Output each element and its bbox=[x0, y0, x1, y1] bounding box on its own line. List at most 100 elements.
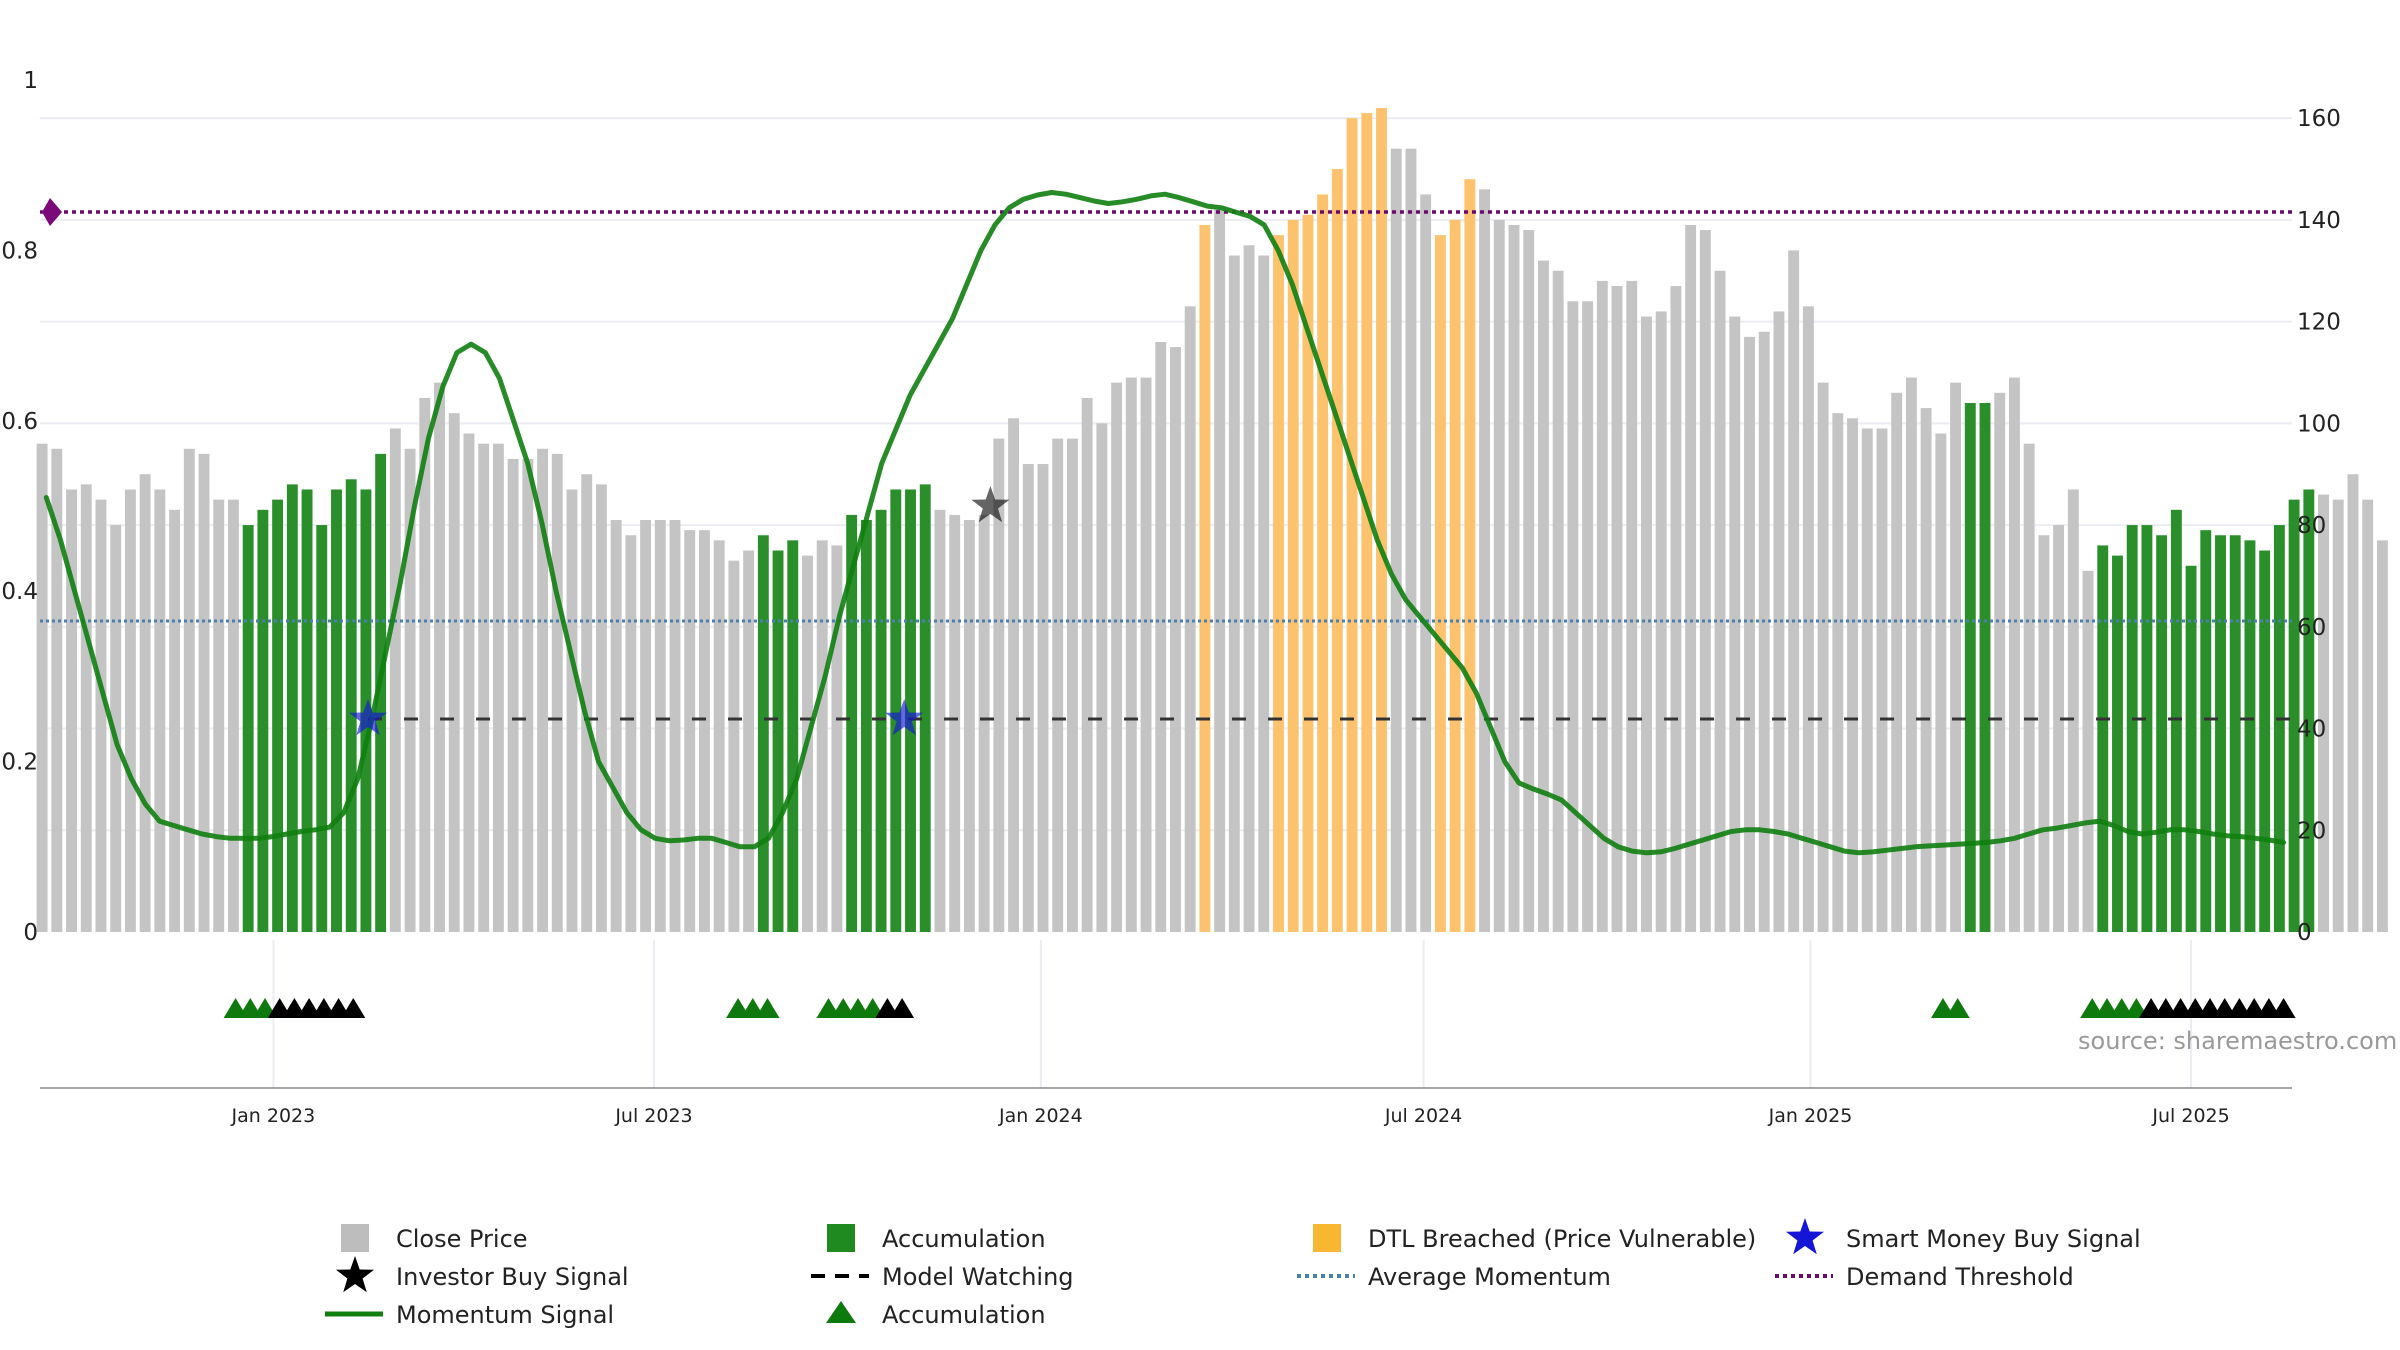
dtl-breached-bar bbox=[1273, 235, 1284, 932]
legend-swatch-accum_bar bbox=[827, 1224, 855, 1252]
close-price-bar bbox=[1611, 286, 1623, 932]
accumulation-bar bbox=[772, 550, 784, 932]
axes-layer: 0 20 40 60 80 100 120 140 160 Jan 2023 Jul 2023 Jan… bbox=[1, 68, 2340, 1127]
close-price-bar bbox=[2318, 494, 2329, 932]
close-price-bar bbox=[537, 448, 548, 932]
accumulation-bar bbox=[375, 453, 387, 932]
close-price-bar bbox=[478, 443, 490, 932]
legend-item-accum_marker: Accumulation bbox=[826, 1301, 1046, 1329]
left-axis-tick-label: 0.2 bbox=[1, 750, 38, 776]
right-axis-tick-label: 80 bbox=[2297, 513, 2326, 539]
accumulation-marker bbox=[1945, 998, 1970, 1018]
accumulation-bar bbox=[860, 519, 872, 932]
accumulation-bar bbox=[301, 489, 313, 932]
close-price-bar bbox=[1729, 316, 1741, 932]
accumulation-bar bbox=[242, 525, 254, 932]
close-price-bar bbox=[110, 525, 122, 932]
close-price-bar bbox=[993, 438, 1005, 932]
x-axis-tick-label: Jul 2023 bbox=[614, 1105, 692, 1127]
legend-label-average: Average Momentum bbox=[1368, 1263, 1611, 1291]
close-price-bar bbox=[1479, 189, 1490, 933]
close-price-bar bbox=[198, 453, 210, 932]
close-price-bar bbox=[640, 519, 652, 932]
close-price-bar bbox=[1817, 382, 1829, 932]
close-price-bar bbox=[1552, 270, 1564, 932]
accumulation-bar bbox=[331, 489, 342, 932]
close-price-bar bbox=[1876, 428, 1888, 932]
left-axis-tick-label: 1 bbox=[23, 68, 38, 94]
close-price-bar bbox=[66, 489, 77, 932]
close-price-bar bbox=[419, 397, 431, 932]
left-axis-tick-label: 0.8 bbox=[1, 238, 38, 264]
legend-item-watching: Model Watching bbox=[811, 1263, 1074, 1291]
close-price-bar bbox=[1420, 194, 1432, 932]
close-price-bar bbox=[1773, 311, 1785, 932]
close-price-bar bbox=[2067, 489, 2079, 932]
close-price-bar bbox=[228, 499, 239, 932]
legend: Close Price Accumulation DTL Breached (Pri… bbox=[325, 1218, 2141, 1329]
close-price-bar bbox=[183, 448, 195, 932]
accumulation-bar bbox=[2185, 565, 2197, 932]
accumulation-bar bbox=[2156, 535, 2168, 932]
legend-item-dtl: DTL Breached (Price Vulnerable) bbox=[1313, 1224, 1756, 1253]
smart-money-buy-signal-star bbox=[349, 699, 387, 736]
close-price-bar bbox=[1582, 301, 1594, 932]
close-price-bar bbox=[404, 448, 416, 932]
close-price-bar bbox=[463, 433, 475, 932]
dtl-breached-bar bbox=[1464, 179, 1476, 932]
accumulation-bar bbox=[286, 484, 298, 932]
legend-triangle-accum_marker bbox=[826, 1301, 856, 1323]
accumulation-bar bbox=[2244, 540, 2256, 932]
accumulation-bar bbox=[272, 499, 284, 932]
close-price-bar bbox=[1832, 413, 1844, 932]
close-price-bar bbox=[80, 484, 92, 932]
legend-label-close: Close Price bbox=[396, 1225, 528, 1253]
accumulation-bar bbox=[2141, 525, 2153, 932]
close-price-bar bbox=[978, 514, 990, 932]
dtl-breached-bar bbox=[1449, 219, 1461, 932]
accumulation-bar bbox=[345, 479, 357, 932]
right-axis-tick-label: 60 bbox=[2297, 615, 2326, 641]
left-axis-tick-label: 0.4 bbox=[1, 579, 38, 605]
accumulation-marker-dark bbox=[341, 998, 366, 1018]
accumulation-bar bbox=[905, 489, 916, 932]
right-axis-tick-label: 20 bbox=[2297, 818, 2326, 844]
legend-item-close: Close Price bbox=[341, 1224, 528, 1253]
close-price-bar bbox=[1641, 316, 1652, 932]
close-price-bar bbox=[1390, 148, 1402, 933]
legend-item-threshold: Demand Threshold bbox=[1775, 1263, 2074, 1291]
close-price-bar bbox=[1081, 397, 1093, 932]
signals-layer bbox=[349, 486, 1010, 736]
close-price-bar bbox=[1847, 418, 1858, 932]
close-price-bar bbox=[522, 458, 534, 932]
close-price-bar bbox=[1685, 224, 1697, 933]
close-price-bar bbox=[1699, 230, 1711, 933]
accumulation-bar bbox=[890, 489, 902, 932]
close-price-bar bbox=[1228, 255, 1240, 933]
close-price-bar bbox=[51, 448, 63, 932]
close-price-bar bbox=[1022, 464, 1034, 932]
accumulation-bar bbox=[2273, 525, 2285, 932]
close-price-bar bbox=[949, 514, 961, 932]
close-price-bar bbox=[1508, 224, 1520, 933]
close-price-bar bbox=[1523, 230, 1535, 933]
x-axis-tick-label: Jan 2024 bbox=[998, 1105, 1083, 1127]
close-price-bar bbox=[581, 474, 593, 932]
close-price-bar bbox=[1052, 438, 1064, 932]
close-price-bar bbox=[1920, 408, 1932, 933]
legend-star-investor bbox=[336, 1256, 374, 1293]
accumulation-bar bbox=[2259, 550, 2271, 932]
close-price-bar bbox=[595, 484, 607, 932]
close-price-bar bbox=[743, 550, 755, 932]
right-axis-tick-label: 160 bbox=[2297, 106, 2341, 132]
close-price-bar bbox=[2376, 540, 2388, 932]
close-price-bar bbox=[551, 453, 563, 932]
accumulation-bar bbox=[1979, 403, 1991, 932]
close-price-bar bbox=[154, 489, 166, 932]
legend-item-average: Average Momentum bbox=[1297, 1263, 1611, 1291]
momentum-signal-line bbox=[43, 190, 2287, 856]
close-price-bar bbox=[2053, 525, 2065, 932]
accumulation-bar bbox=[257, 509, 269, 932]
close-price-bar bbox=[2332, 499, 2344, 932]
